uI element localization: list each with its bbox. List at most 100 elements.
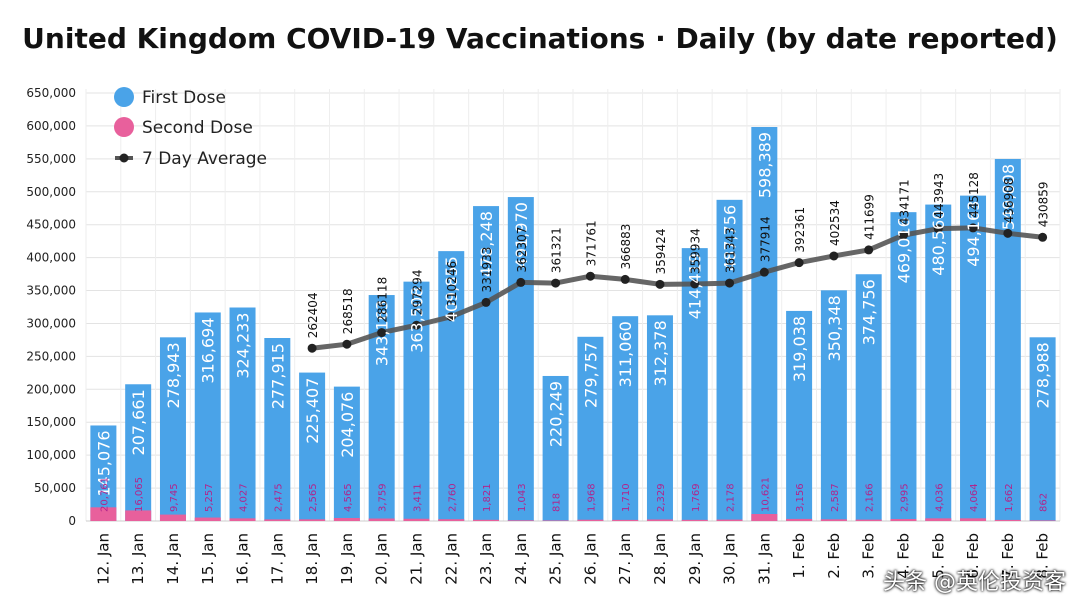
average-series-line (311, 225, 1043, 351)
legend-average-marker (119, 153, 129, 163)
average-point (307, 343, 317, 353)
first-dose-bar (855, 274, 882, 521)
second-dose-label: 4,064 (969, 483, 980, 512)
x-tick-label: 19. Jan (338, 533, 356, 585)
average-label: 445128 (967, 172, 981, 218)
average-label: 268518 (341, 288, 355, 334)
average-label: 392361 (793, 207, 807, 253)
second-dose-label: 2,587 (830, 483, 841, 512)
second-dose-label: 862 (1039, 493, 1050, 512)
x-tick-label: 22. Jan (442, 533, 460, 585)
first-dose-label: 480,560 (929, 210, 948, 276)
first-dose-label: 225,407 (303, 378, 322, 444)
first-dose-bar (473, 206, 500, 521)
first-dose-bar (229, 307, 256, 521)
average-point (1038, 232, 1048, 242)
legend-label: Second Dose (142, 118, 253, 138)
x-tick-label: 2. Feb (825, 533, 843, 579)
x-tick-label: 6. Feb (964, 533, 982, 579)
second-dose-bar (264, 519, 291, 521)
average-label: 430859 (1037, 181, 1051, 227)
first-dose-bar (646, 315, 673, 521)
first-dose-bar (890, 212, 917, 521)
second-dose-label: 3,759 (378, 483, 389, 512)
average-point (342, 339, 352, 349)
second-dose-label: 2,166 (865, 483, 876, 512)
average-label: 434171 (897, 179, 911, 225)
second-dose-label: 1,662 (1004, 483, 1015, 512)
first-dose-bar (960, 195, 987, 521)
first-dose-label: 478,248 (477, 211, 496, 277)
legend-second-dose-marker (114, 117, 134, 137)
first-dose-bar (194, 312, 221, 521)
second-dose-bar (368, 518, 395, 521)
first-dose-bar (681, 248, 708, 521)
y-tick-label: 200,000 (26, 382, 76, 396)
average-point (864, 245, 874, 255)
average-point (725, 278, 735, 288)
average-point (794, 258, 804, 268)
average-label: 366883 (619, 224, 633, 270)
y-tick-label: 100,000 (26, 448, 76, 462)
average-label: 362307 (515, 227, 529, 273)
first-dose-label: 278,943 (164, 342, 183, 408)
x-tick-label: 5. Feb (929, 533, 947, 579)
first-dose-label: 220,249 (547, 381, 566, 447)
x-tick-label: 8. Feb (1034, 533, 1052, 579)
second-dose-bar (925, 518, 952, 521)
legend-label: First Dose (142, 88, 226, 108)
x-tick-label: 23. Jan (477, 533, 495, 585)
second-dose-bar (577, 519, 604, 521)
x-tick-label: 20. Jan (373, 533, 391, 585)
second-dose-label: 2,565 (308, 483, 319, 512)
second-dose-bar (612, 519, 639, 521)
first-dose-label: 278,988 (1034, 342, 1053, 408)
second-dose-label: 2,475 (273, 483, 284, 512)
first-dose-bar (507, 197, 534, 521)
second-dose-label: 2,760 (447, 483, 458, 512)
first-dose-label: 487,756 (721, 205, 740, 271)
x-tick-label: 3. Feb (860, 533, 878, 579)
average-point (655, 279, 665, 289)
second-dose-bar (1029, 520, 1056, 521)
first-dose-label: 316,694 (199, 317, 218, 383)
first-dose-label: 277,915 (268, 343, 287, 409)
x-tick-label: 15. Jan (199, 533, 217, 585)
second-dose-label: 3,411 (412, 483, 423, 512)
bars (90, 126, 1056, 522)
second-dose-bar (786, 518, 813, 521)
labels: 0 50,000 100,000 150,000 200,000 250,000 300,0… (26, 86, 1052, 585)
second-dose-label: 16,065 (134, 477, 145, 512)
legend-first-dose-marker (114, 87, 134, 107)
average-point (481, 297, 491, 307)
y-tick-label: 50,000 (34, 481, 76, 495)
x-tick-label: 31. Jan (755, 533, 773, 585)
first-dose-bar (577, 336, 604, 521)
average-label: 359424 (654, 229, 668, 275)
first-dose-label: 207,661 (129, 389, 148, 455)
y-tick-label: 250,000 (26, 349, 76, 363)
x-tick-label: 28. Jan (651, 533, 669, 585)
first-dose-bar (125, 384, 152, 521)
first-dose-label: 409,855 (442, 256, 461, 322)
first-dose-label: 279,757 (581, 342, 600, 408)
average-label: 411699 (863, 194, 877, 240)
average-point (1003, 228, 1013, 238)
x-tick-label: 7. Feb (999, 533, 1017, 579)
second-dose-bar (438, 519, 465, 521)
average-line (307, 223, 1048, 353)
average-point (829, 251, 839, 261)
x-tick-label: 17. Jan (268, 533, 286, 585)
first-dose-bar (820, 290, 847, 521)
second-dose-bar (960, 518, 987, 521)
average-label: 310246 (445, 261, 459, 307)
x-tick-label: 4. Feb (894, 533, 912, 579)
first-dose-bar (159, 337, 186, 521)
average-label: 371761 (584, 220, 598, 266)
average-point (933, 224, 943, 234)
second-dose-label: 1,710 (621, 483, 632, 512)
legend-label: 7 Day Average (142, 149, 267, 169)
first-dose-bar (1029, 337, 1056, 521)
second-dose-bar (542, 520, 569, 521)
